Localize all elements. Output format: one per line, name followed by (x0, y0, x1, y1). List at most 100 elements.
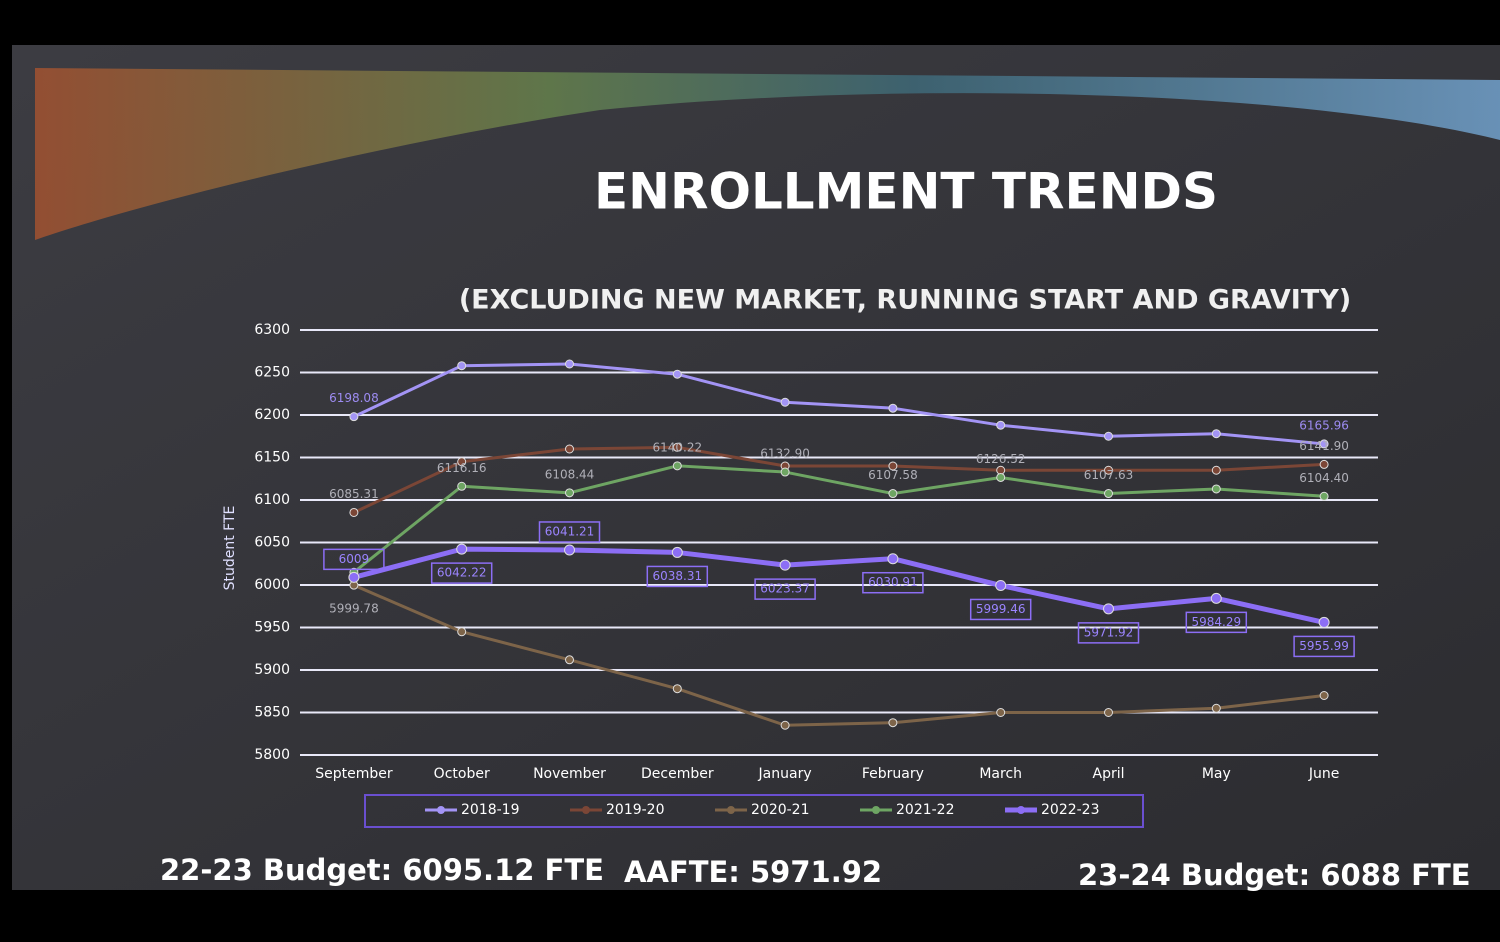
data-point (1319, 439, 1329, 449)
series-line (353, 546, 1325, 625)
data-label: 6165.96 (1299, 418, 1349, 432)
y-tick-label: 6100 (254, 492, 290, 508)
data-label: 6140.22 (652, 440, 702, 454)
series-line (352, 464, 1325, 574)
legend-label: 2020-21 (751, 802, 810, 818)
data-point (780, 397, 790, 407)
footer-text: 23-24 Budget: 6088 FTE (1078, 858, 1471, 892)
data-point (888, 718, 898, 728)
x-tick-label: October (434, 766, 490, 782)
data-point (1103, 603, 1114, 615)
data-point (887, 553, 899, 565)
x-tick-label: September (315, 766, 393, 782)
label-box (1185, 611, 1248, 634)
x-tick-label: March (979, 766, 1022, 782)
data-point (1319, 459, 1329, 469)
y-tick-label: 6150 (254, 450, 290, 466)
data-point (1318, 616, 1330, 628)
y-tick-label: 6050 (254, 535, 290, 551)
data-label: 5984.29 (1191, 615, 1241, 629)
legend-label: 2019-20 (606, 802, 665, 818)
label-box (430, 562, 493, 584)
data-label: 5999.78 (329, 602, 379, 616)
x-tick-label: January (758, 766, 812, 782)
data-label: 6009 (339, 552, 370, 566)
data-label: 6107.63 (1084, 468, 1134, 482)
data-label: 6198.08 (329, 391, 379, 405)
data-label: 6085.31 (329, 487, 379, 501)
y-tick-label: 5800 (254, 747, 290, 763)
x-tick-label: May (1202, 766, 1231, 782)
legend-marker (1017, 806, 1025, 814)
data-label: 6108.44 (545, 467, 595, 481)
chart-title: ENROLLMENT TRENDS (594, 163, 1218, 221)
data-point (1104, 489, 1113, 499)
data-point (1211, 429, 1221, 439)
data-point (672, 369, 682, 379)
data-point (888, 461, 898, 471)
data-label: 6023.37 (760, 582, 810, 596)
y-tick-label: 6300 (254, 322, 290, 338)
data-label: 6041.21 (545, 524, 595, 538)
data-point (349, 507, 359, 517)
data-point (1319, 491, 1329, 501)
legend-label: 2022-23 (1041, 802, 1100, 818)
decor (35, 68, 1500, 240)
data-label: 6030.91 (868, 575, 918, 589)
series-line (353, 445, 1325, 514)
data-label: 6132.90 (760, 447, 810, 461)
data-label: 6116.16 (437, 461, 487, 475)
data-point (457, 361, 467, 371)
data-label: 6141.90 (1299, 439, 1349, 453)
footer-text: 22-23 Budget: 6095.12 FTE (160, 853, 604, 887)
x-tick-label: April (1093, 766, 1125, 782)
data-point (996, 472, 1006, 482)
label-box (323, 548, 385, 571)
y-axis-label: Student FTE (222, 506, 238, 591)
label-box (538, 521, 601, 543)
label-box (1077, 622, 1140, 644)
data-point (671, 546, 683, 558)
data-point (565, 655, 574, 665)
data-point (565, 359, 574, 369)
label-box (969, 598, 1032, 621)
data-label: 6107.58 (868, 468, 918, 482)
data-point (672, 442, 682, 452)
legend-label: 2018-19 (461, 802, 520, 818)
data-point (565, 488, 574, 498)
label-box (754, 578, 816, 600)
x-tick-label: June (1308, 766, 1340, 782)
data-point (457, 627, 467, 637)
data-label: 6104.40 (1299, 471, 1349, 485)
data-point (996, 708, 1006, 717)
data-label: 5999.46 (976, 602, 1026, 616)
y-tick-label: 6000 (254, 577, 290, 593)
data-point (456, 543, 468, 555)
series-line (353, 362, 1325, 446)
legend-marker (727, 806, 735, 814)
legend-marker (872, 806, 880, 814)
legend (364, 794, 1144, 828)
data-point (457, 481, 467, 491)
chart-subtitle: (EXCLUDING NEW MARKET, RUNNING START AND… (459, 285, 1351, 316)
x-tick-label: February (862, 766, 924, 782)
data-label: 6038.31 (652, 569, 702, 583)
label-box (862, 571, 924, 594)
y-tick-label: 6250 (254, 365, 290, 381)
x-tick-label: November (533, 766, 606, 782)
label-box (646, 565, 709, 588)
label-box (1293, 635, 1355, 658)
y-tick-label: 5850 (254, 705, 290, 721)
data-point (996, 420, 1006, 430)
data-point (1104, 708, 1113, 717)
data-point (1319, 691, 1329, 700)
y-tick-label: 5950 (254, 620, 290, 636)
data-point (780, 467, 790, 477)
data-point (565, 444, 574, 454)
data-point (672, 684, 682, 694)
data-point (1104, 431, 1113, 441)
data-label: 5955.99 (1299, 639, 1349, 653)
data-label: 5971.92 (1084, 625, 1134, 639)
data-point (1211, 465, 1221, 475)
